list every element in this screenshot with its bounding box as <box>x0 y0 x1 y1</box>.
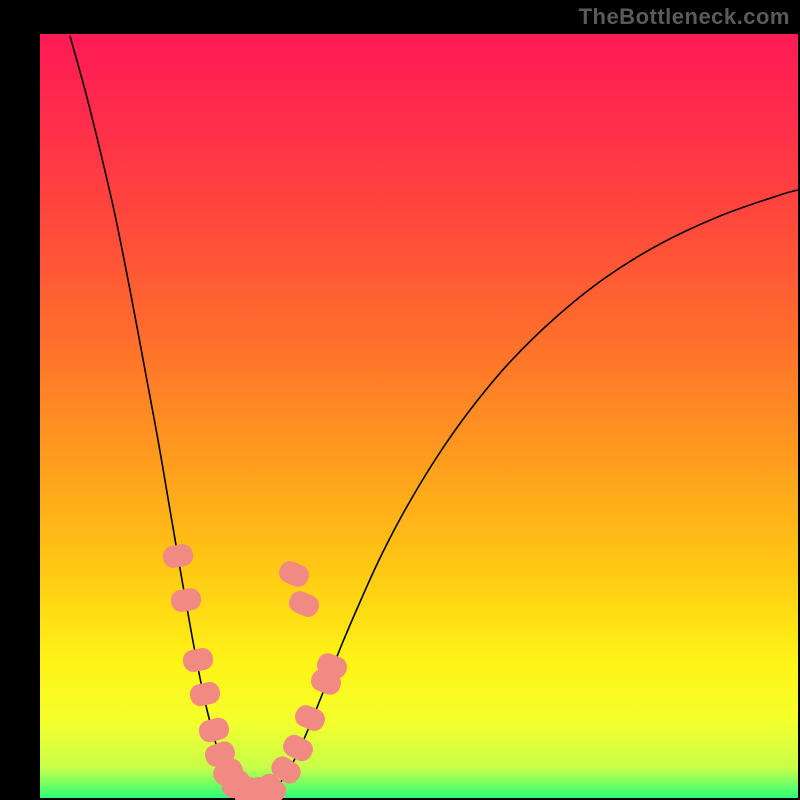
chart-stage: TheBottleneck.com <box>0 0 800 800</box>
border-left <box>0 0 40 800</box>
bottleneck-gradient-background <box>40 34 798 798</box>
attribution-watermark: TheBottleneck.com <box>579 4 790 30</box>
